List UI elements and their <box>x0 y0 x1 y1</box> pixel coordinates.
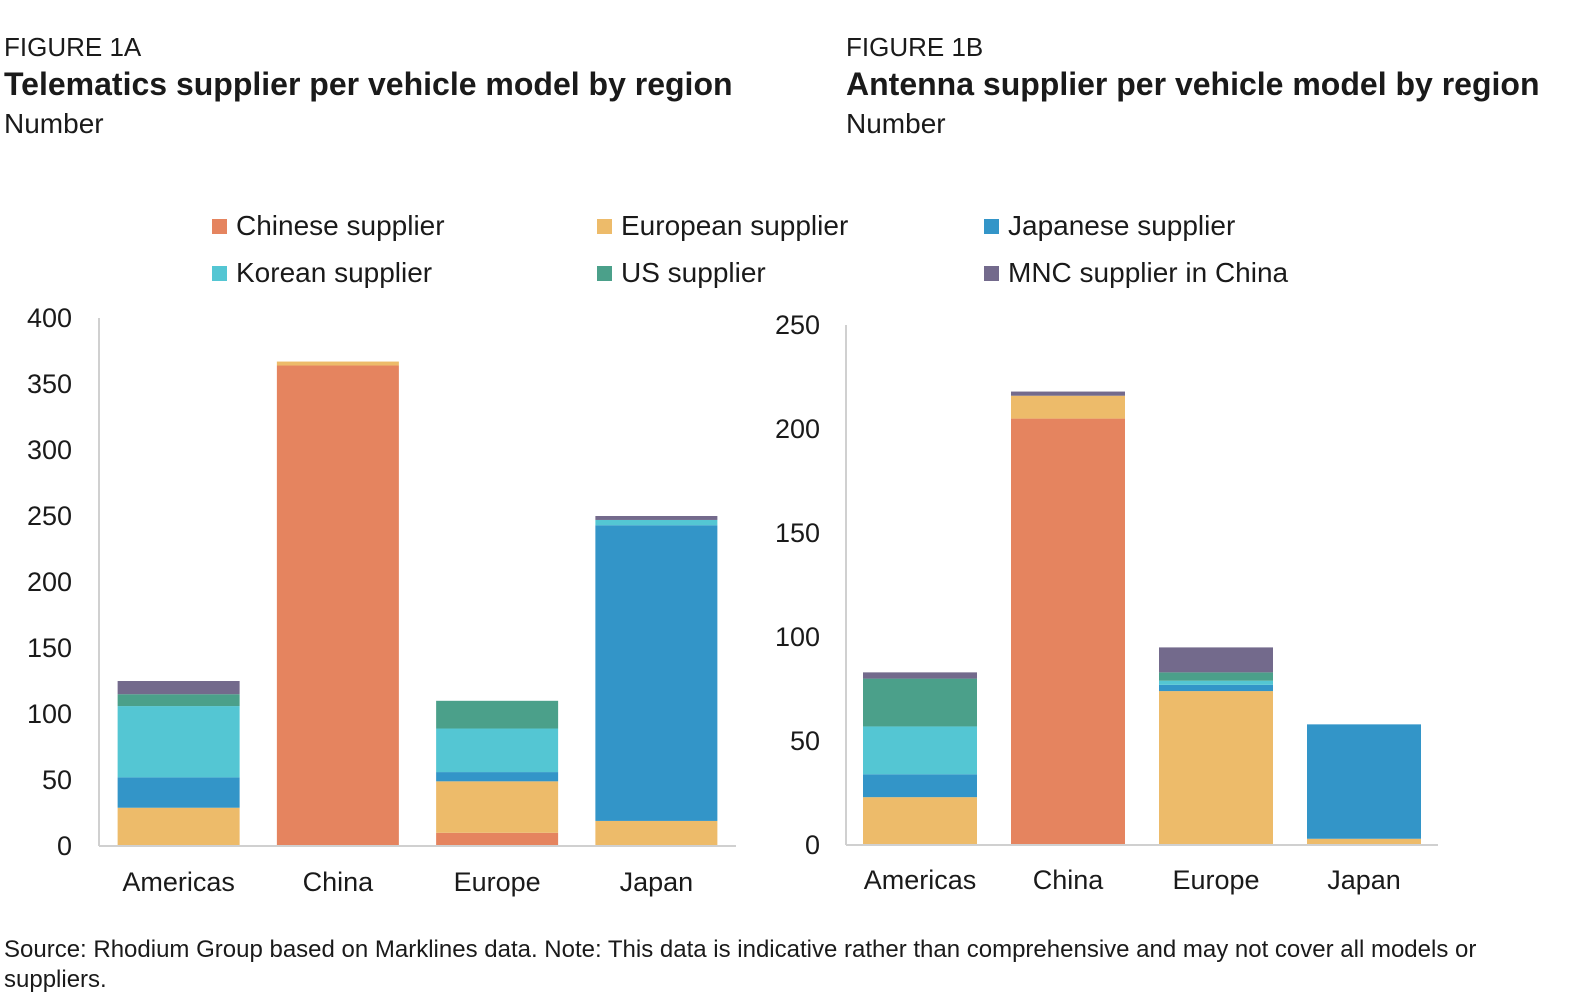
bar-b-japan-european-supplier <box>1307 838 1421 845</box>
bar-a-china-european-supplier <box>276 361 399 366</box>
y-tick-label-a: 250 <box>27 501 72 531</box>
legend-swatch-japanese <box>984 218 999 234</box>
figure-1b-title: Antenna supplier per vehicle model by re… <box>846 66 1540 102</box>
x-tick-label-a-europe: Europe <box>454 867 541 897</box>
legend-swatch-us <box>597 265 612 281</box>
bar-a-americas-us-supplier <box>117 694 240 707</box>
bar-a-china-chinese-supplier <box>276 365 399 846</box>
bar-a-japan-mnc-supplier-in-china <box>595 516 718 520</box>
x-tick-label-a-china: China <box>303 867 375 897</box>
bar-b-americas-us-supplier <box>863 678 977 727</box>
x-tick-label-b-china: China <box>1033 865 1105 895</box>
x-tick-label-a-japan: Japan <box>620 867 694 897</box>
x-tick-label-b-americas: Americas <box>864 865 977 895</box>
x-tick-label-b-japan: Japan <box>1327 865 1401 895</box>
bar-a-europe-japanese-supplier <box>436 772 559 782</box>
legend-item-japanese: Japanese supplier <box>984 208 1235 244</box>
bar-b-americas-european-supplier <box>863 797 977 845</box>
x-tick-label-a-americas: Americas <box>122 867 235 897</box>
y-tick-label-b: 100 <box>775 622 820 652</box>
source-note: Source: Rhodium Group based on Marklines… <box>4 936 1477 993</box>
y-tick-label-b: 50 <box>790 726 820 756</box>
legend-item-mnc: MNC supplier in China <box>984 255 1288 291</box>
y-tick-label-b: 200 <box>775 414 820 444</box>
bar-b-europe-us-supplier <box>1159 672 1273 681</box>
chart-a: 0 50 100 150 200 250 300 350 400 Americas China Eur… <box>27 303 736 897</box>
y-tick-label-a: 50 <box>42 765 72 795</box>
legend-label-us: US supplier <box>621 257 766 288</box>
bar-b-americas-korean-supplier <box>863 726 977 775</box>
bar-a-japan-european-supplier <box>595 820 718 846</box>
figure-1a-title: Telematics supplier per vehicle model by… <box>4 66 733 102</box>
legend-label-mnc: MNC supplier in China <box>1008 257 1289 288</box>
bar-a-americas-japanese-supplier <box>117 777 240 808</box>
legend-swatch-european <box>597 218 612 234</box>
bar-a-europe-korean-supplier <box>436 728 559 773</box>
bar-a-europe-us-supplier <box>436 700 559 729</box>
y-tick-label-a: 200 <box>27 567 72 597</box>
y-tick-label-b: 0 <box>805 830 820 860</box>
y-tick-label-a: 300 <box>27 435 72 465</box>
x-tick-label-b-europe: Europe <box>1172 865 1259 895</box>
legend-swatch-korean <box>212 265 227 281</box>
legend-label-european: European supplier <box>621 210 849 241</box>
y-tick-label-a: 100 <box>27 699 72 729</box>
y-tick-label-a: 150 <box>27 633 72 663</box>
y-tick-label-b: 150 <box>775 518 820 548</box>
bar-a-americas-european-supplier <box>117 807 240 846</box>
figure-1b-unit: Number <box>846 108 946 139</box>
legend-item-korean: Korean supplier <box>212 255 432 291</box>
figure-1a-label: FIGURE 1A <box>4 32 142 62</box>
bar-a-americas-korean-supplier <box>117 706 240 778</box>
y-tick-label-a: 0 <box>57 831 72 861</box>
figure-1a-header: FIGURE 1A Telematics supplier per vehicl… <box>4 30 733 144</box>
legend-label-korean: Korean supplier <box>236 257 433 288</box>
legend-label-japanese: Japanese supplier <box>1008 210 1236 241</box>
bar-a-americas-mnc-supplier-in-china <box>117 681 240 695</box>
bar-a-europe-chinese-supplier <box>436 832 559 846</box>
chart-b: 0 50 100 150 200 250 Americas China Europe Japan <box>775 310 1438 895</box>
legend-item-european: European supplier <box>597 208 848 244</box>
bar-a-europe-european-supplier <box>436 781 559 833</box>
figure-1b-header: FIGURE 1B Antenna supplier per vehicle m… <box>846 30 1539 144</box>
bar-b-americas-japanese-supplier <box>863 774 977 798</box>
bar-a-japan-japanese-supplier <box>595 525 718 821</box>
legend-item-us: US supplier <box>597 255 766 291</box>
bar-b-china-mnc-supplier-in-china <box>1011 391 1125 396</box>
legend-swatch-chinese <box>212 218 227 234</box>
bar-a-japan-korean-supplier <box>595 519 718 526</box>
y-tick-label-b: 250 <box>775 310 820 340</box>
legend-item-chinese: Chinese supplier <box>212 208 445 244</box>
bar-b-americas-mnc-supplier-in-china <box>863 672 977 679</box>
figure-1b-label: FIGURE 1B <box>846 32 984 62</box>
bar-b-europe-japanese-supplier <box>1159 684 1273 692</box>
y-tick-label-a: 350 <box>27 369 72 399</box>
bar-b-europe-korean-supplier <box>1159 680 1273 685</box>
bar-b-china-chinese-supplier <box>1011 418 1125 845</box>
bar-b-europe-mnc-supplier-in-china <box>1159 647 1273 673</box>
legend-label-chinese: Chinese supplier <box>236 210 445 241</box>
figure-1a-unit: Number <box>4 108 104 139</box>
bar-b-japan-japanese-supplier <box>1307 724 1421 839</box>
legend-swatch-mnc <box>984 265 999 281</box>
bar-b-europe-european-supplier <box>1159 691 1273 845</box>
bar-b-china-european-supplier <box>1011 395 1125 419</box>
y-tick-label-a: 400 <box>27 303 72 333</box>
